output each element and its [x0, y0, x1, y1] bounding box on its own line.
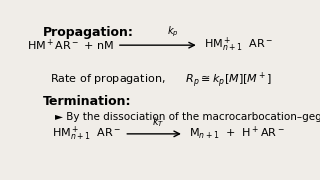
Text: $k_p$: $k_p$: [167, 24, 179, 39]
Text: HM$^+_{n+1}$  AR$^-$: HM$^+_{n+1}$ AR$^-$: [52, 125, 122, 143]
Text: Rate of propagation,      $R_p \cong k_p[M][M^+]$: Rate of propagation, $R_p \cong k_p[M][M…: [50, 70, 272, 90]
Text: $k_T$: $k_T$: [152, 115, 164, 129]
Text: Propagation:: Propagation:: [43, 26, 133, 39]
Text: Termination:: Termination:: [43, 95, 131, 108]
Text: M$_{n+1}$  +  H$^+$AR$^-$: M$_{n+1}$ + H$^+$AR$^-$: [189, 125, 284, 142]
Text: ► By the dissociation of the macrocarbocation–gegenion complex: ► By the dissociation of the macrocarboc…: [55, 112, 320, 122]
Text: HM$^+$AR$^-$ + nM: HM$^+$AR$^-$ + nM: [27, 37, 115, 53]
Text: HM$^+_{n+1}$  AR$^-$: HM$^+_{n+1}$ AR$^-$: [204, 36, 273, 54]
